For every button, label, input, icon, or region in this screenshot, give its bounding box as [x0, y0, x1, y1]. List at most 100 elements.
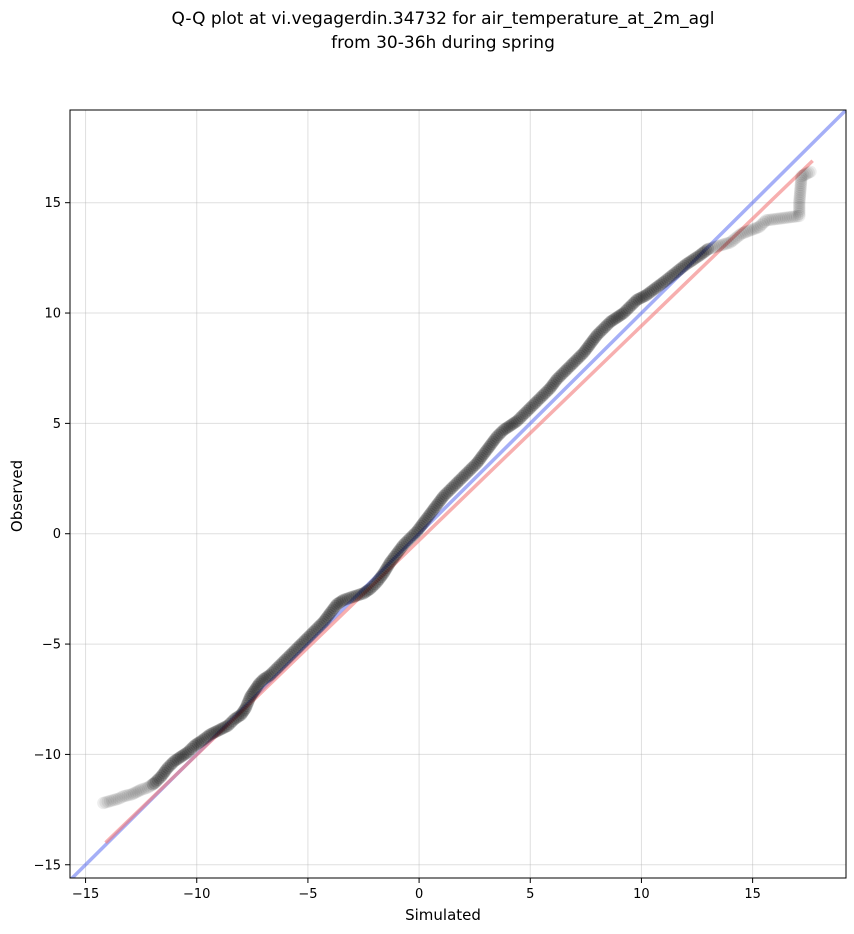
- quantile-point: [804, 165, 817, 178]
- fit-line: [104, 159, 814, 844]
- quantile-point: [768, 212, 782, 226]
- quantile-point: [424, 507, 437, 521]
- quantile-point: [422, 509, 436, 522]
- quantile-point: [209, 725, 222, 739]
- quantile-point: [218, 721, 231, 734]
- quantile-point: [714, 239, 727, 252]
- quantile-point: [705, 241, 719, 255]
- quantile-point: [495, 425, 509, 438]
- quantile-point: [149, 775, 163, 788]
- quantile-point: [270, 662, 283, 675]
- quantile-point: [293, 638, 307, 652]
- quantile-point: [237, 705, 250, 718]
- quantile-point: [243, 693, 256, 706]
- quantile-point: [265, 667, 278, 680]
- quantile-point: [622, 301, 635, 315]
- quantile-point: [793, 196, 806, 209]
- quantile-point: [557, 366, 570, 379]
- quantile-point: [617, 306, 630, 320]
- quantile-point: [612, 310, 625, 323]
- plot-frame: [69, 109, 847, 879]
- quantile-point: [277, 655, 290, 668]
- quantile-point: [184, 742, 198, 756]
- quantile-point: [701, 242, 715, 256]
- quantile-point: [400, 535, 414, 548]
- quantile-point: [454, 473, 467, 486]
- quantile-point: [473, 453, 486, 466]
- quantile-point: [529, 396, 542, 410]
- quantile-point: [788, 210, 802, 223]
- quantile-point: [505, 418, 519, 431]
- quantile-point: [641, 287, 654, 301]
- quantile-point: [373, 572, 386, 585]
- quantile-point: [326, 603, 340, 616]
- quantile-point: [548, 376, 561, 389]
- quantile-point: [246, 687, 259, 700]
- chart-title-line1: Q-Q plot at vi.vegagerdin.34732 for air_…: [171, 9, 714, 29]
- quantile-points: [97, 165, 817, 810]
- quantile-point: [339, 592, 352, 606]
- quantile-point: [490, 430, 504, 443]
- quantile-point: [151, 773, 165, 786]
- quantile-point: [507, 417, 520, 430]
- quantile-point: [375, 569, 389, 582]
- quantile-point: [683, 255, 696, 269]
- quantile-point: [793, 209, 806, 223]
- quantile-point: [106, 794, 119, 807]
- quantile-point: [112, 792, 126, 805]
- quantile-point: [465, 461, 479, 475]
- quantile-point: [433, 495, 446, 508]
- quantile-point: [512, 413, 525, 426]
- quantile-point: [313, 619, 327, 632]
- quantile-point: [148, 776, 161, 790]
- quantile-point: [751, 221, 764, 234]
- chart-title-line2: from 30-36h during spring: [331, 33, 555, 53]
- quantile-point: [297, 635, 310, 649]
- quantile-point: [555, 368, 569, 381]
- quantile-point: [585, 335, 598, 349]
- quantile-point: [318, 614, 332, 627]
- quantile-point: [398, 536, 412, 550]
- quantile-point: [303, 629, 317, 642]
- quantile-point: [604, 315, 617, 329]
- quantile-point: [381, 559, 395, 573]
- quantile-point: [387, 550, 401, 564]
- quantile-point: [661, 272, 674, 286]
- quantile-point: [800, 167, 814, 180]
- quantile-point: [653, 278, 667, 291]
- quantile-point: [766, 213, 779, 226]
- quantile-point: [348, 590, 361, 603]
- quantile-point: [323, 606, 337, 620]
- quantile-point: [358, 586, 372, 599]
- quantile-point: [459, 468, 472, 481]
- quantile-point: [652, 279, 665, 293]
- quantile-point: [784, 210, 797, 224]
- quantile-point: [729, 231, 743, 245]
- quantile-point: [263, 668, 277, 682]
- quantile-point: [397, 538, 410, 551]
- y-tick-label: 15: [44, 196, 61, 211]
- quantile-point: [214, 723, 227, 736]
- quantile-point: [371, 574, 385, 587]
- quantile-point: [726, 234, 739, 248]
- quantile-point: [275, 657, 288, 670]
- quantile-point: [758, 215, 771, 229]
- quantile-point: [514, 411, 527, 425]
- quantile-point: [609, 312, 622, 325]
- quantile-point: [420, 512, 433, 526]
- quantile-point: [243, 690, 257, 704]
- quantile-point: [181, 746, 195, 759]
- quantile-point: [418, 514, 432, 528]
- x-tick-label: 0: [415, 887, 423, 902]
- quantile-point: [793, 200, 806, 214]
- quantile-point: [425, 505, 438, 519]
- quantile-point: [599, 320, 612, 334]
- quantile-point: [161, 761, 175, 774]
- quantile-point: [329, 599, 342, 613]
- quantile-point: [650, 281, 663, 294]
- quantile-point: [793, 189, 807, 203]
- quantile-point: [245, 689, 258, 702]
- quantile-point: [121, 789, 135, 802]
- quantile-point: [770, 212, 784, 226]
- quantile-point: [484, 439, 497, 452]
